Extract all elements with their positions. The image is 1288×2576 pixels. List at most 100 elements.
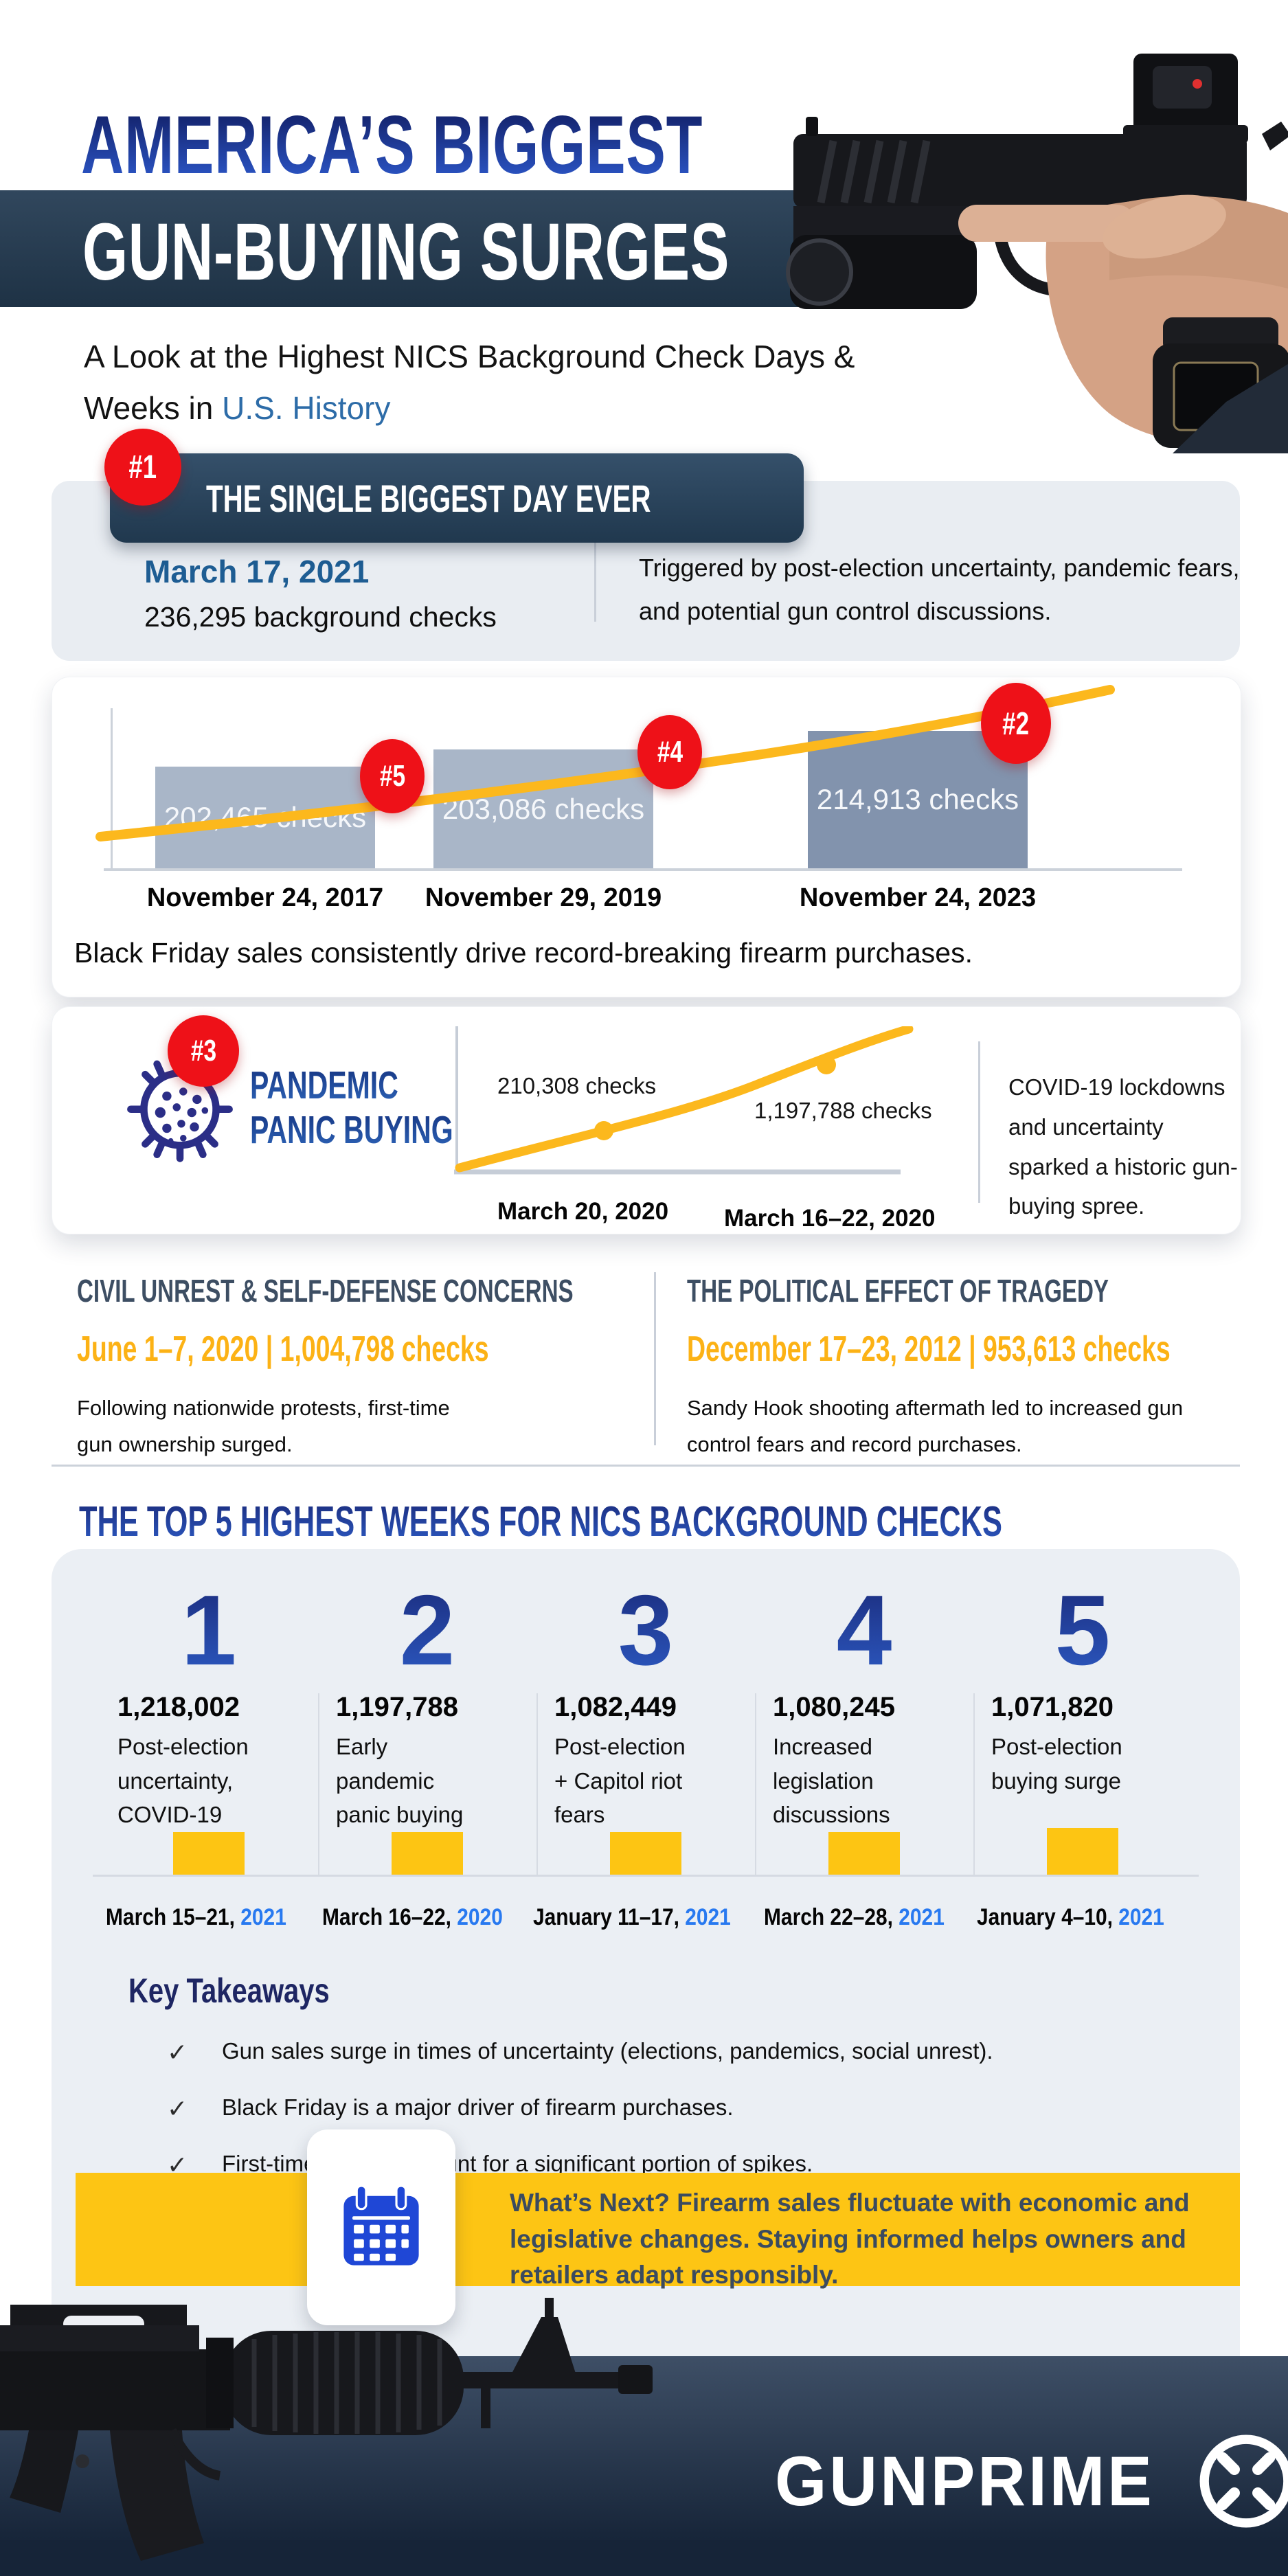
pandemic-card: #3 PANDEMIC PANIC BUYING 210,308 checks … xyxy=(52,1006,1241,1234)
top5-dates-row: March 15–21, 2021 March 16–22, 2020 Janu… xyxy=(52,1877,1240,1931)
page-title-line1: AMERICA’S BIGGEST xyxy=(81,99,703,191)
pandemic-point2-label: 1,197,788 checks xyxy=(754,1098,932,1123)
top5-column-3: 3 1,082,449 Post-election + Capitol riot… xyxy=(536,1578,755,1875)
bar-2017-date: November 24, 2017 xyxy=(146,883,384,912)
rank-badge-3: #3 xyxy=(168,1015,239,1087)
week-bar xyxy=(392,1831,463,1875)
week-date: January 4–10, 2021 xyxy=(977,1904,1164,1930)
event-civil-unrest-heading: CIVIL UNREST & SELF-DEFENSE CONCERNS xyxy=(77,1273,574,1309)
takeaway-item: ✓ Gun sales surge in times of uncertainty… xyxy=(128,2038,1240,2067)
pandemic-point2-date: March 16–22, 2020 xyxy=(724,1205,936,1232)
rank-badge-5-label: #5 xyxy=(379,759,405,793)
page-title-line2: GUN-BUYING SURGES xyxy=(82,207,730,297)
brand-lockup: GUNPRIME xyxy=(775,2429,1288,2533)
rank-badge-1: #1 xyxy=(104,429,181,506)
biggest-day-date: March 17, 2021 xyxy=(144,554,370,589)
week-value: 1,080,245 xyxy=(773,1692,895,1722)
week-bar xyxy=(828,1831,900,1875)
rank-number: 5 xyxy=(1054,1574,1111,1686)
bars-baseline xyxy=(93,1875,1199,1877)
single-biggest-day-header: THE SINGLE BIGGEST DAY EVER xyxy=(110,453,804,543)
brand-name: GUNPRIME xyxy=(775,2441,1155,2520)
week-date: March 22–28, 2021 xyxy=(764,1904,945,1930)
rank-badge-2-label: #2 xyxy=(1002,705,1030,741)
key-takeaways-heading: Key Takeaways xyxy=(128,1971,330,2010)
pandemic-title-line2: PANIC BUYING xyxy=(250,1107,453,1152)
top5-column-5: 5 1,071,820 Post-election buying surge xyxy=(973,1578,1192,1875)
pistol-hand-photo xyxy=(786,54,1288,453)
black-friday-chart-card: 202,465 checks 203,086 checks 214,913 ch… xyxy=(52,677,1241,997)
event-tragedy-stat: December 17–23, 2012 | 953,613 checks xyxy=(687,1329,1171,1369)
page-title-line1-wrap: AMERICA’S BIGGEST xyxy=(81,98,945,192)
week-year: 2020 xyxy=(457,1904,504,1930)
subtitle-text: A Look at the Highest NICS Background Ch… xyxy=(84,339,855,426)
whats-next-text: What’s Next? Firearm sales fluctuate wit… xyxy=(510,2189,1190,2290)
crosshair-x-logo-icon xyxy=(1199,2434,1288,2528)
top5-column-4: 4 1,080,245 Increased legislation discus… xyxy=(755,1578,973,1875)
week-bar xyxy=(173,1831,245,1875)
calendar-icon xyxy=(343,2184,419,2266)
rifle-photo xyxy=(0,2298,653,2561)
event-civil-unrest-stat: June 1–7, 2020 | 1,004,798 checks xyxy=(77,1329,489,1369)
week-year: 2021 xyxy=(899,1904,945,1930)
top5-column-1: 1 1,218,002 Post-election uncertainty, C… xyxy=(100,1578,318,1875)
pandemic-line-chart xyxy=(454,1026,914,1175)
week-date: March 16–22, 2020 xyxy=(322,1904,504,1930)
biggest-day-description: Triggered by post-election uncertainty, … xyxy=(639,554,1240,625)
week-value: 1,197,788 xyxy=(336,1692,458,1722)
bar-2019-date: November 29, 2019 xyxy=(425,883,662,912)
rank-badge-5: #5 xyxy=(360,739,425,813)
y-axis xyxy=(111,708,113,870)
black-friday-caption: Black Friday sales consistently drive re… xyxy=(74,937,973,969)
event-civil-unrest: CIVIL UNREST & SELF-DEFENSE CONCERNS Jun… xyxy=(77,1272,585,1462)
takeaway-item: ✓ Black Friday is a major driver of firea… xyxy=(128,2094,1240,2123)
calendar-card xyxy=(307,2129,455,2325)
week-value: 1,218,002 xyxy=(117,1692,240,1722)
top5-column-2: 2 1,197,788 Early pandemic panic buying xyxy=(318,1578,536,1875)
bar-2019: 203,086 checks xyxy=(433,749,653,868)
week-bar xyxy=(1047,1828,1118,1875)
divider xyxy=(978,1041,980,1203)
title-navy-bar: GUN-BUYING SURGES xyxy=(0,190,848,307)
pandemic-title: PANDEMIC PANIC BUYING xyxy=(250,1063,532,1153)
week-year: 2021 xyxy=(240,1904,286,1930)
rank-number: 1 xyxy=(181,1574,237,1686)
bar-2023: 214,913 checks xyxy=(808,731,1028,868)
event-tragedy: THE POLITICAL EFFECT OF TRAGEDY December… xyxy=(687,1272,1236,1462)
pandemic-point1-label: 210,308 checks xyxy=(497,1073,657,1098)
bar-2023-date: November 24, 2023 xyxy=(799,883,1037,912)
subtitle-highlight: U.S. History xyxy=(222,389,391,426)
takeaway-text: Gun sales surge in times of uncertainty … xyxy=(222,2038,993,2064)
top5-heading-wrap: THE TOP 5 HIGHEST WEEKS FOR NICS BACKGRO… xyxy=(79,1498,1288,1546)
week-value: 1,071,820 xyxy=(991,1692,1114,1722)
single-biggest-day-heading: THE SINGLE BIGGEST DAY EVER xyxy=(206,476,651,520)
week-bar xyxy=(610,1831,681,1875)
event-civil-unrest-description: Following nationwide protests, first-tim… xyxy=(77,1396,450,1456)
x-axis xyxy=(104,868,1182,871)
week-description: Post-election buying surge xyxy=(991,1734,1122,1794)
rank-number: 2 xyxy=(399,1574,455,1686)
top5-grid: 1 1,218,002 Post-election uncertainty, C… xyxy=(52,1549,1240,1875)
rank-number: 3 xyxy=(618,1574,674,1686)
week-year: 2021 xyxy=(1118,1904,1164,1930)
pandemic-title-line1: PANDEMIC xyxy=(250,1063,398,1107)
whats-next-banner: What’s Next? Firearm sales fluctuate wit… xyxy=(76,2173,1240,2289)
rank-badge-4-label: #4 xyxy=(657,735,683,769)
rank-number: 4 xyxy=(836,1574,892,1686)
week-description: Increased legislation discussions xyxy=(773,1734,890,1827)
pandemic-point1-date: March 20, 2020 xyxy=(497,1198,669,1225)
biggest-day-stat: 236,295 background checks xyxy=(144,601,497,633)
checkmark-icon: ✓ xyxy=(167,2094,188,2123)
section-divider xyxy=(52,1465,1240,1467)
week-date: March 15–21, 2021 xyxy=(105,1904,286,1930)
rank-badge-3-label: #3 xyxy=(190,1034,216,1067)
rank-badge-1-label: #1 xyxy=(128,449,157,486)
pandemic-description: COVID-19 lockdowns and uncertainty spark… xyxy=(1008,1074,1238,1219)
top5-heading: THE TOP 5 HIGHEST WEEKS FOR NICS BACKGRO… xyxy=(79,1498,1002,1546)
takeaway-text: Black Friday is a major driver of firear… xyxy=(222,2094,734,2120)
week-year: 2021 xyxy=(685,1904,732,1930)
week-description: Early pandemic panic buying xyxy=(336,1734,464,1827)
divider xyxy=(594,536,596,622)
rank-badge-2: #2 xyxy=(981,683,1051,764)
